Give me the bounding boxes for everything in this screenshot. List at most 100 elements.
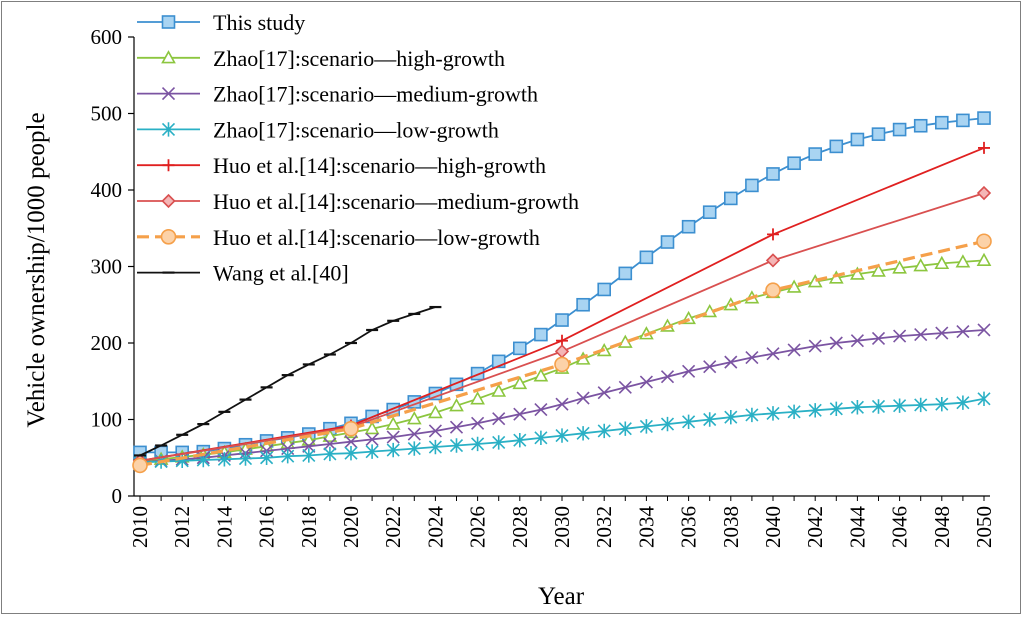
data-point	[161, 50, 176, 64]
data-point	[913, 258, 929, 272]
data-point	[871, 399, 886, 414]
data-point	[470, 391, 485, 405]
data-point	[132, 457, 148, 474]
data-point	[682, 364, 696, 378]
x-axis-title: Year	[538, 583, 585, 610]
data-point	[829, 139, 844, 154]
legend-entry: Zhao[17]:scenario—high-growth	[137, 46, 505, 71]
x-tick-label: 2028	[508, 506, 532, 548]
data-point	[639, 375, 653, 389]
x-axis: 2010 2012 2014 2016 2018 2020 2022 2024 2026 2028…	[128, 495, 996, 549]
series-8	[134, 305, 442, 457]
x-tick-label: 2050	[972, 506, 996, 548]
data-point	[956, 113, 970, 128]
y-tick-label: 200	[91, 331, 123, 355]
y-tick-label: 600	[91, 25, 123, 49]
y-axis: 0 100 200 300 400 500 600	[91, 25, 135, 508]
x-tick-label: 2026	[466, 506, 490, 548]
data-point	[787, 404, 801, 420]
legend-entry: Wang et al.[40]	[137, 261, 349, 286]
data-point	[766, 347, 780, 361]
data-point	[765, 282, 781, 299]
data-point	[977, 111, 991, 125]
legend-entry: This study	[137, 10, 305, 35]
data-point	[386, 430, 400, 444]
legend-label: Zhao[17]:scenario—high-growth	[213, 46, 505, 71]
data-point	[343, 420, 359, 437]
series-layer	[132, 111, 992, 474]
data-point	[428, 424, 442, 438]
data-point	[893, 398, 907, 413]
data-point	[365, 432, 379, 446]
data-point	[364, 421, 380, 435]
data-point	[976, 185, 992, 201]
x-tick-label: 2032	[592, 506, 616, 548]
x-tick-label: 2018	[297, 506, 321, 548]
data-point	[534, 430, 548, 446]
data-point	[597, 423, 611, 439]
data-point	[745, 407, 759, 423]
data-point	[576, 391, 590, 405]
x-tick-label: 2040	[761, 506, 785, 548]
legend-label: Huo et al.[14]:scenario—low-growth	[213, 225, 540, 250]
data-point	[512, 341, 527, 356]
x-tick-label: 2022	[381, 506, 405, 548]
data-point	[534, 402, 548, 417]
data-point	[365, 444, 379, 459]
data-point	[407, 441, 421, 456]
data-point	[808, 147, 823, 161]
data-point	[850, 132, 865, 147]
data-point	[724, 355, 738, 369]
y-tick-label: 300	[91, 255, 123, 279]
data-point	[344, 435, 358, 449]
data-point	[660, 370, 675, 384]
legend-label: Zhao[17]:scenario—medium-growth	[213, 82, 538, 107]
data-point	[724, 410, 738, 425]
legend-entry: Huo et al.[14]:scenario—high-growth	[137, 153, 546, 178]
data-point	[787, 343, 801, 357]
data-point	[702, 205, 717, 219]
x-tick-label: 2042	[803, 506, 827, 548]
data-point	[492, 412, 506, 426]
y-tick-label: 100	[91, 408, 123, 432]
data-point	[639, 419, 653, 434]
data-point	[576, 426, 590, 441]
x-tick-label: 2034	[634, 506, 658, 549]
data-point	[871, 331, 886, 345]
data-point	[597, 282, 612, 297]
legend-label: Huo et al.[14]:scenario—medium-growth	[213, 189, 579, 214]
data-point	[935, 326, 949, 340]
data-point	[238, 451, 253, 466]
data-point	[723, 191, 738, 206]
data-point	[323, 437, 337, 451]
y-tick-label: 500	[91, 102, 123, 126]
legend-entry: Huo et al.[14]:scenario—low-growth	[137, 225, 540, 250]
data-point	[914, 328, 928, 342]
data-point	[576, 297, 590, 312]
data-point	[513, 407, 527, 421]
data-point	[407, 427, 421, 441]
data-point	[449, 438, 464, 453]
data-point	[323, 446, 337, 462]
data-point	[703, 412, 717, 427]
data-point	[428, 439, 442, 455]
x-tick-label: 2010	[128, 506, 152, 548]
data-point	[850, 334, 864, 348]
data-point	[344, 445, 358, 461]
legend-label: Zhao[17]:scenario—low-growth	[213, 117, 499, 142]
data-point	[281, 449, 295, 464]
x-tick-label: 2030	[550, 506, 574, 548]
data-point	[161, 122, 176, 137]
data-point	[554, 356, 570, 373]
data-point	[787, 156, 801, 171]
legend-label: Wang et al.[40]	[213, 261, 349, 286]
data-point	[977, 391, 991, 407]
data-point	[808, 403, 822, 418]
data-point	[681, 219, 696, 234]
data-point	[428, 404, 443, 419]
data-point	[660, 235, 675, 249]
data-point	[491, 383, 507, 397]
data-point	[978, 141, 990, 154]
